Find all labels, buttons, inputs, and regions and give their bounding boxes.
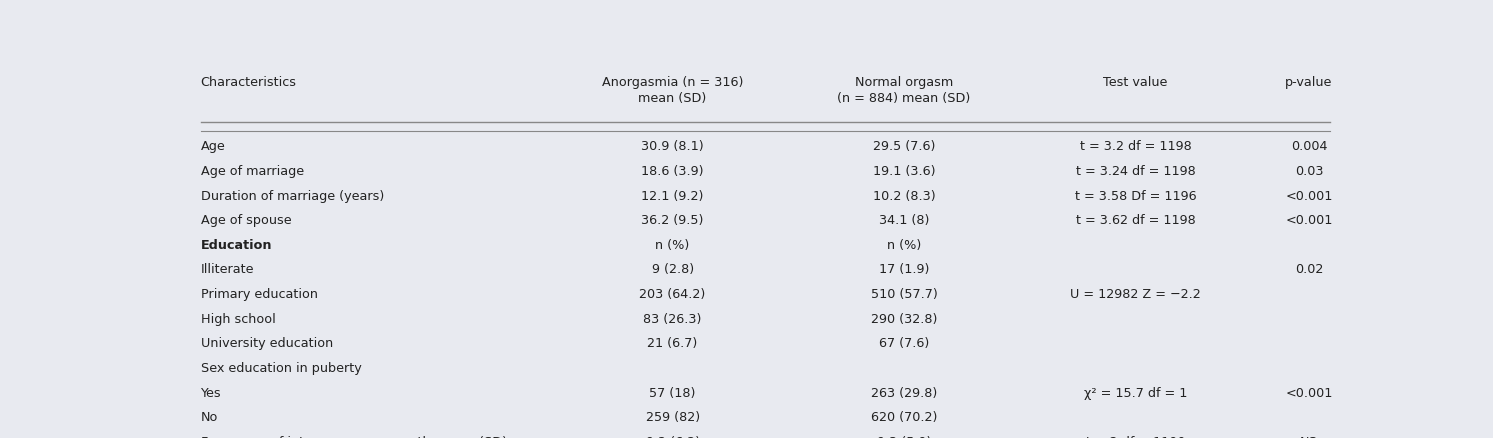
Text: Sex education in puberty: Sex education in puberty: [200, 362, 361, 375]
Text: Age of spouse: Age of spouse: [200, 214, 291, 227]
Text: 12.1 (9.2): 12.1 (9.2): [642, 190, 703, 202]
Text: 263 (29.8): 263 (29.8): [870, 386, 938, 399]
Text: n (%): n (%): [887, 239, 921, 252]
Text: University education: University education: [200, 337, 333, 350]
Text: Age of marriage: Age of marriage: [200, 165, 303, 178]
Text: 17 (1.9): 17 (1.9): [879, 263, 929, 276]
Text: Test value: Test value: [1103, 76, 1168, 89]
Text: 30.9 (8.1): 30.9 (8.1): [642, 140, 703, 153]
Text: 0.02: 0.02: [1294, 263, 1323, 276]
Text: Frequency of intercourse per month, mean (SD): Frequency of intercourse per month, mean…: [200, 436, 506, 438]
Text: 9.2 (6.2): 9.2 (6.2): [645, 436, 700, 438]
Text: p-value: p-value: [1285, 76, 1333, 89]
Text: 36.2 (9.5): 36.2 (9.5): [642, 214, 703, 227]
Text: 620 (70.2): 620 (70.2): [870, 411, 938, 424]
Text: 0.03: 0.03: [1294, 165, 1323, 178]
Text: 510 (57.7): 510 (57.7): [870, 288, 938, 301]
Text: 29.5 (7.6): 29.5 (7.6): [873, 140, 935, 153]
Text: 259 (82): 259 (82): [645, 411, 700, 424]
Text: χ² = 15.7 df = 1: χ² = 15.7 df = 1: [1084, 386, 1187, 399]
Text: <0.001: <0.001: [1285, 190, 1333, 202]
Text: 19.1 (3.6): 19.1 (3.6): [873, 165, 935, 178]
Text: 67 (7.6): 67 (7.6): [879, 337, 929, 350]
Text: 203 (64.2): 203 (64.2): [639, 288, 706, 301]
Text: Yes: Yes: [200, 386, 221, 399]
Text: Illiterate: Illiterate: [200, 263, 254, 276]
Text: t = 3.2 df = 1198: t = 3.2 df = 1198: [1079, 140, 1191, 153]
Text: 57 (18): 57 (18): [649, 386, 696, 399]
Text: Duration of marriage (years): Duration of marriage (years): [200, 190, 384, 202]
Text: No: No: [200, 411, 218, 424]
Text: High school: High school: [200, 313, 275, 326]
Text: Education: Education: [200, 239, 272, 252]
Text: 34.1 (8): 34.1 (8): [879, 214, 929, 227]
Text: 290 (32.8): 290 (32.8): [870, 313, 938, 326]
Text: Characteristics: Characteristics: [200, 76, 297, 89]
Text: 10.2 (8.3): 10.2 (8.3): [873, 190, 935, 202]
Text: t = 3.58 Df = 1196: t = 3.58 Df = 1196: [1075, 190, 1196, 202]
Text: 9.3 (5.9): 9.3 (5.9): [876, 436, 932, 438]
Text: <0.001: <0.001: [1285, 386, 1333, 399]
Text: Normal orgasm
(n = 884) mean (SD): Normal orgasm (n = 884) mean (SD): [838, 76, 970, 105]
Text: t = 3.62 df = 1198: t = 3.62 df = 1198: [1075, 214, 1196, 227]
Text: NS: NS: [1300, 436, 1318, 438]
Text: Primary education: Primary education: [200, 288, 318, 301]
Text: Age: Age: [200, 140, 225, 153]
Text: t = 2 df = 1190: t = 2 df = 1190: [1085, 436, 1185, 438]
Text: Anorgasmia (n = 316)
mean (SD): Anorgasmia (n = 316) mean (SD): [602, 76, 744, 105]
Text: 21 (6.7): 21 (6.7): [648, 337, 697, 350]
Text: n (%): n (%): [655, 239, 690, 252]
Text: t = 3.24 df = 1198: t = 3.24 df = 1198: [1075, 165, 1196, 178]
Text: 0.004: 0.004: [1291, 140, 1327, 153]
Text: <0.001: <0.001: [1285, 214, 1333, 227]
Text: 18.6 (3.9): 18.6 (3.9): [642, 165, 703, 178]
Text: 9 (2.8): 9 (2.8): [651, 263, 694, 276]
Text: 83 (26.3): 83 (26.3): [643, 313, 702, 326]
Text: U = 12982 Z = −2.2: U = 12982 Z = −2.2: [1070, 288, 1200, 301]
